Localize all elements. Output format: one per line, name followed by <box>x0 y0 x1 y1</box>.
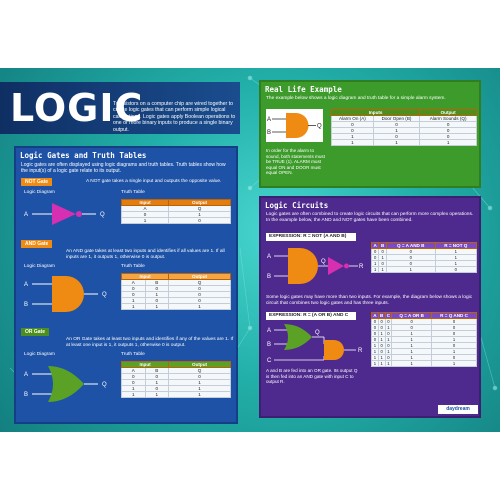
real-life-diagram-box: A B Q <box>266 109 323 142</box>
real-life-note: In order for the alarm to sound, both st… <box>266 148 325 176</box>
circuits-mid-text: Some logic gates may have more than two … <box>266 295 473 306</box>
gates-section-title: Logic Gates and Truth Tables <box>20 151 147 160</box>
expression-1: EXPRESSION: R = NOT (A AND B) <box>266 233 356 241</box>
real-life-and-icon <box>286 113 309 138</box>
table-cell: 1 <box>372 139 421 146</box>
circuit-2-diagram: A B C Q R <box>267 324 363 364</box>
table-cell: 1 <box>419 139 477 146</box>
or-gate-tag: OR Gate <box>21 328 50 336</box>
or-diagram-label: Logic Diagram <box>24 352 55 357</box>
circuits-note: A and B are fed into an OR gate. Its out… <box>266 368 358 385</box>
circuit-2-input-b: B <box>267 342 271 348</box>
circuit-1-not-icon <box>328 257 344 275</box>
real-life-input-b: B <box>267 130 271 136</box>
circuits-title: Logic Circuits <box>265 201 329 210</box>
circuits-intro: Logic gates are often combined to create… <box>266 212 474 223</box>
circuit-1-input-b: B <box>267 274 271 280</box>
poster: LOGIC Transistors on a computer chip are… <box>0 68 500 432</box>
and-input-a: A <box>24 282 28 288</box>
real-life-panel: Real Life Example The example below show… <box>259 80 481 188</box>
or-table-label: Truth Table <box>121 352 145 357</box>
circuit-2-input-c: C <box>267 358 272 364</box>
and-gate-icon <box>52 276 84 312</box>
table-cell: 1 <box>121 391 146 398</box>
real-life-intro: The example below shows a logic diagram … <box>266 96 446 101</box>
real-life-title: Real Life Example <box>265 85 342 94</box>
circuit-1-and-icon <box>288 248 318 284</box>
or-gate-desc: An OR Gate takes at least two inputs and… <box>66 337 234 348</box>
or-gate-diagram: A B Q <box>24 366 107 402</box>
not-gate-desc: A NOT gate takes a single input and outp… <box>86 179 222 184</box>
and-output-q: Q <box>102 292 107 298</box>
circuit-1-input-a: A <box>267 254 271 260</box>
not-diagram-label: Logic Diagram <box>24 190 55 195</box>
circuit-2-and-icon <box>324 340 344 360</box>
table-cell: 1 <box>378 266 387 273</box>
not-table-label: Truth Table <box>121 190 145 195</box>
and-table-label: Truth Table <box>121 264 145 269</box>
and-input-b: B <box>24 302 28 308</box>
table-cell: 1 <box>431 360 477 367</box>
logic-circuits-panel: Logic Circuits Logic gates are often com… <box>259 196 481 418</box>
table-cell: 1 <box>120 217 170 224</box>
real-life-truth-table: Inputs Output Alarm On (A) Door Open (B) Al… <box>330 109 477 146</box>
expression-2: EXPRESSION: R = (A OR B) AND C <box>266 312 356 320</box>
table-cell: 1 <box>121 303 146 310</box>
table-cell: 1 <box>371 360 379 367</box>
title-banner: LOGIC Transistors on a computer chip are… <box>0 82 240 134</box>
and-diagram-label: Logic Diagram <box>24 264 55 269</box>
not-input-a: A <box>24 212 28 218</box>
table-cell: 1 <box>377 360 386 367</box>
real-life-gate-diagram: A B Q <box>267 113 322 138</box>
table-cell: 1 <box>370 266 380 273</box>
table-cell: 1 <box>331 139 374 146</box>
circuit-1-q: Q <box>321 259 326 265</box>
table-cell: 0 <box>434 266 478 273</box>
and-gate-tag: AND Gate <box>21 240 53 248</box>
or-gate-icon <box>48 366 84 402</box>
circuit-2-or-icon <box>284 324 312 350</box>
table-cell: 1 <box>168 303 231 310</box>
circuit-2-input-a: A <box>267 328 271 334</box>
not-gate-icon <box>52 203 76 225</box>
table-cell: 0 <box>168 217 231 224</box>
table-cell: 1 <box>385 266 436 273</box>
circuit-2-output-r: R <box>358 348 363 354</box>
page-title: LOGIC <box>10 86 144 130</box>
real-life-output-q: Q <box>317 124 322 130</box>
brand-logo: daydream <box>438 405 478 414</box>
logic-gates-panel: Logic Gates and Truth Tables Logic gates… <box>14 146 238 424</box>
table-cell: 1 <box>384 360 393 367</box>
or-output-q: Q <box>102 382 107 388</box>
not-output-q: Q <box>100 212 105 218</box>
table-cell: 1 <box>144 391 170 398</box>
table-cell: 1 <box>391 360 433 367</box>
intro-text: Transistors on a computer chip are wired… <box>113 101 236 133</box>
real-life-input-a: A <box>267 117 271 123</box>
table-cell: 1 <box>144 303 170 310</box>
circuit-1-output-r: R <box>359 264 364 270</box>
gates-section-intro: Logic gates are often displayed using lo… <box>21 162 226 174</box>
and-gate-desc: An AND gate takes at least two inputs an… <box>66 249 225 260</box>
not-gate-diagram: A Q <box>24 203 105 225</box>
or-input-b: B <box>24 392 28 398</box>
circuit-1-diagram: A B Q R <box>267 248 364 284</box>
not-gate-tag: NOT Gate <box>21 178 53 186</box>
circuit-2-q: Q <box>315 330 320 336</box>
and-gate-diagram: A B Q <box>24 276 107 312</box>
table-cell: 1 <box>168 391 231 398</box>
or-input-a: A <box>24 372 28 378</box>
